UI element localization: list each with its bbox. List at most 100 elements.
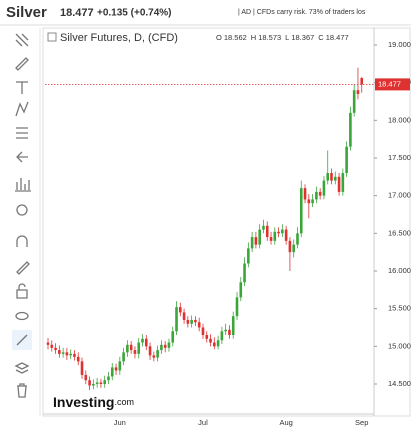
- candle-body: [107, 376, 110, 381]
- candle-body: [292, 244, 295, 253]
- y-tick-label: 17.000: [388, 191, 411, 200]
- candle-body: [318, 191, 322, 196]
- toolbar: [12, 33, 32, 398]
- link-tool[interactable]: [16, 334, 28, 346]
- candle-body: [322, 180, 326, 196]
- candle-body: [148, 346, 152, 356]
- candle-body: [315, 191, 318, 200]
- candle-body: [333, 176, 337, 181]
- collapse-icon[interactable]: [47, 32, 57, 42]
- candle-body: [307, 199, 311, 204]
- y-tick-label: 19.000: [388, 40, 411, 49]
- lock-tool[interactable]: [16, 283, 28, 299]
- visibility-tool[interactable]: [15, 311, 29, 321]
- symbol: Silver: [6, 4, 47, 21]
- candle-body: [345, 146, 348, 174]
- candle-body: [356, 90, 360, 94]
- candle-body: [209, 338, 212, 343]
- crosshair-tool[interactable]: [15, 33, 29, 47]
- candle-body: [296, 233, 299, 245]
- candle-body: [213, 342, 216, 347]
- candle-body: [73, 353, 76, 357]
- x-tick-label: Sep: [355, 418, 368, 427]
- chart-frame: [42, 27, 411, 417]
- brush-tool[interactable]: [15, 57, 29, 71]
- candle-body: [262, 225, 265, 230]
- candle-body: [250, 237, 254, 249]
- candle-body: [46, 342, 50, 345]
- candle-body: [194, 319, 197, 323]
- y-tick-label: 18.000: [388, 115, 411, 124]
- ohlc-value: 18.367: [291, 33, 314, 42]
- candle-body: [201, 327, 205, 336]
- candle-body: [99, 382, 103, 384]
- candle-body: [103, 380, 106, 384]
- candle-body: [61, 352, 65, 354]
- x-tick-label: Jun: [114, 418, 126, 427]
- ohlc-legend: O 18.562 H 18.573 L 18.367 C 18.477: [216, 33, 349, 42]
- back-tool[interactable]: [16, 151, 28, 163]
- candle-body: [58, 350, 61, 354]
- candle-body: [126, 344, 129, 353]
- ohlc-value: 18.573: [258, 33, 281, 42]
- candle-body: [137, 342, 141, 354]
- y-tick-label: 14.500: [388, 379, 411, 388]
- candle-body: [326, 173, 330, 181]
- candle-body: [311, 199, 314, 204]
- candle-body: [88, 380, 91, 386]
- candle-body: [54, 347, 57, 351]
- candle-body: [65, 352, 69, 356]
- measure-tool[interactable]: [15, 178, 31, 192]
- candle-body: [175, 307, 178, 332]
- candle-body: [129, 344, 133, 351]
- last-price-label: 18.477: [378, 79, 401, 88]
- candle-body: [277, 231, 280, 234]
- pencil-tool[interactable]: [16, 261, 30, 275]
- magnet-tool[interactable]: [16, 235, 28, 247]
- candle-body: [186, 319, 190, 324]
- candle-body: [254, 237, 258, 245]
- candle-body: [171, 331, 175, 343]
- candle-body: [258, 229, 261, 245]
- candle-body: [80, 361, 84, 375]
- candle-body: [330, 173, 333, 181]
- candle-body: [92, 383, 95, 386]
- candle-body: [205, 335, 209, 339]
- candle-body: [273, 231, 277, 241]
- candle-body: [360, 77, 364, 85]
- candle-body: [337, 176, 341, 192]
- text-tool[interactable]: [16, 81, 28, 94]
- candle-body: [349, 112, 352, 147]
- candle-body: [50, 344, 54, 348]
- layers-tool[interactable]: [14, 362, 30, 374]
- y-tick-label: 17.500: [388, 153, 411, 162]
- watermark-suffix: .com: [114, 397, 134, 407]
- candle-body: [95, 382, 99, 384]
- candle-body: [299, 188, 303, 234]
- ohlc-value: 18.562: [224, 33, 247, 42]
- zoom-tool[interactable]: [16, 204, 28, 216]
- watermark: Investing.com: [53, 394, 134, 410]
- price-change: +0.135 (+0.74%): [97, 8, 172, 19]
- candle-body: [84, 374, 88, 381]
- last-price-tag: [375, 78, 410, 91]
- candle-body: [179, 307, 182, 313]
- ohlc-key: L: [285, 33, 289, 42]
- candle-body: [216, 340, 220, 347]
- delete-tool[interactable]: [17, 383, 27, 398]
- candle-body: [231, 316, 235, 336]
- fib-tool[interactable]: [16, 127, 28, 139]
- candle-body: [228, 329, 231, 336]
- candle-body: [144, 338, 148, 347]
- pattern-tool[interactable]: [15, 101, 29, 117]
- candle-body: [118, 361, 122, 371]
- candle-body: [76, 356, 80, 362]
- candle-body: [167, 342, 171, 348]
- chart-title: Silver Futures, D, (CFD): [60, 32, 178, 44]
- ohlc-key: O: [216, 33, 222, 42]
- candle-body: [247, 248, 250, 264]
- candle-body: [239, 282, 243, 298]
- candle-body: [160, 344, 163, 351]
